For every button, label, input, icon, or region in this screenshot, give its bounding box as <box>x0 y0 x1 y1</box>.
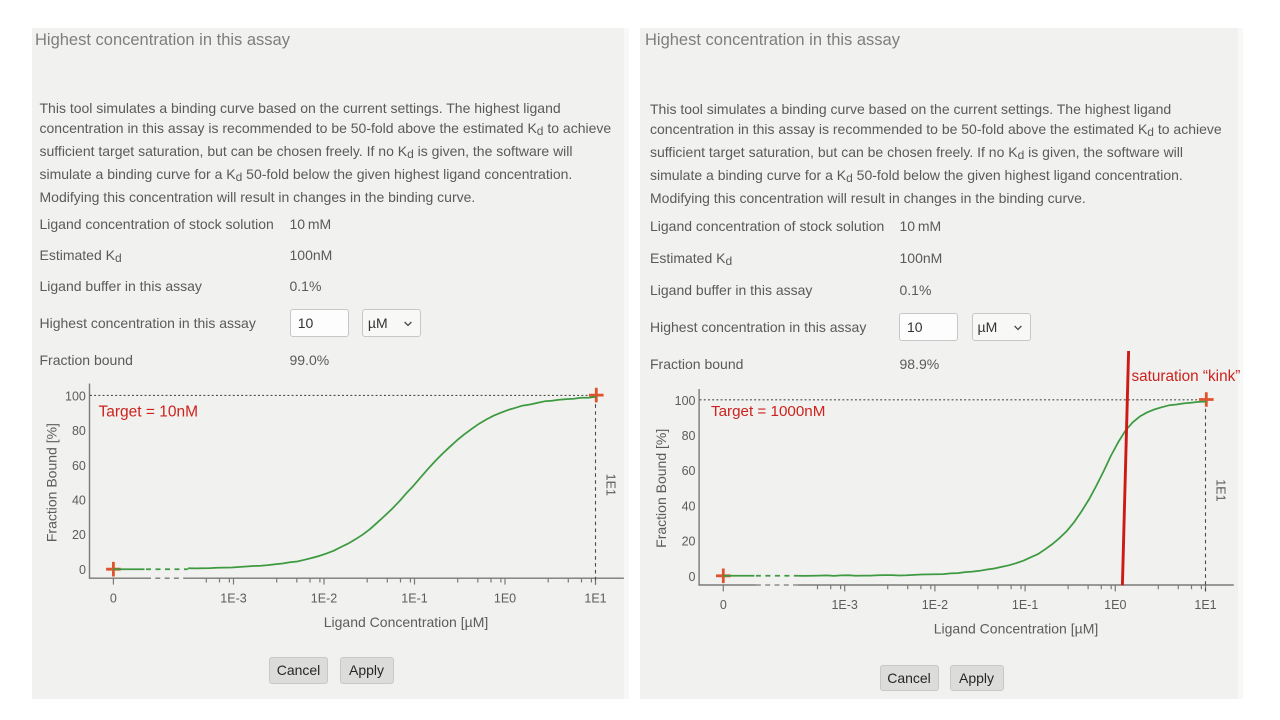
svg-text:1E0: 1E0 <box>1104 598 1126 612</box>
svg-text:1E1: 1E1 <box>584 591 606 605</box>
svg-text:60: 60 <box>72 459 86 473</box>
svg-text:40: 40 <box>72 493 86 507</box>
svg-text:0: 0 <box>720 598 727 612</box>
svg-text:1E-2: 1E-2 <box>922 598 948 612</box>
svg-text:80: 80 <box>72 424 86 438</box>
svg-text:1E0: 1E0 <box>494 591 516 605</box>
svg-text:Target = 1000nM: Target = 1000nM <box>711 403 825 420</box>
svg-text:1E1: 1E1 <box>1214 479 1228 501</box>
svg-text:1E-3: 1E-3 <box>220 591 246 605</box>
svg-text:1E-1: 1E-1 <box>1012 598 1038 612</box>
svg-text:1E1: 1E1 <box>1194 598 1216 612</box>
svg-text:1E1: 1E1 <box>604 474 618 496</box>
svg-text:100: 100 <box>65 389 86 403</box>
svg-text:100: 100 <box>675 394 696 408</box>
svg-text:Target = 10nM: Target = 10nM <box>99 404 199 421</box>
svg-text:Fraction Bound [%]: Fraction Bound [%] <box>653 429 669 548</box>
svg-text:20: 20 <box>72 528 86 542</box>
svg-text:Fraction Bound [%]: Fraction Bound [%] <box>44 423 60 542</box>
svg-text:40: 40 <box>682 499 696 513</box>
svg-text:saturation “kink”: saturation “kink” <box>1132 368 1241 385</box>
svg-text:1E-1: 1E-1 <box>401 591 427 605</box>
svg-text:Ligand Concentration [µM]: Ligand Concentration [µM] <box>324 614 489 630</box>
svg-text:20: 20 <box>682 535 696 549</box>
svg-text:0: 0 <box>79 563 86 577</box>
svg-text:1E-3: 1E-3 <box>831 598 857 612</box>
svg-text:1E-2: 1E-2 <box>311 591 337 605</box>
svg-text:60: 60 <box>682 464 696 478</box>
svg-text:0: 0 <box>689 570 696 584</box>
svg-text:Ligand Concentration [µM]: Ligand Concentration [µM] <box>934 621 1099 637</box>
svg-text:80: 80 <box>682 429 696 443</box>
svg-text:0: 0 <box>110 591 117 605</box>
